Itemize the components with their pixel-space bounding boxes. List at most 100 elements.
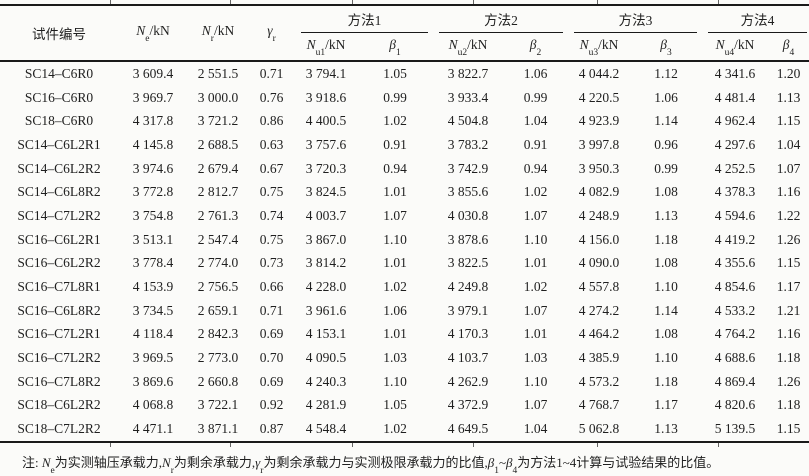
value-cell: 3 822.7 — [447, 65, 489, 81]
value-cell: 1.10 — [523, 231, 548, 247]
value-cell: 4 090.5 — [305, 350, 347, 366]
value-cell: 1.10 — [523, 373, 548, 389]
value-cell: 3 778.4 — [132, 255, 174, 271]
specimen-id: SC16–C7L2R1 — [17, 326, 101, 342]
value-cell: 4 090.0 — [578, 255, 620, 271]
value-cell: 1.10 — [383, 231, 407, 247]
table-row: SC16–C6L8R2 3 734.5 2 659.1 0.71 3 961.6 1.06… — [0, 299, 809, 323]
value-cell: 1.05 — [383, 397, 407, 413]
table-row: SC14–C6L8R2 3 772.8 2 812.7 0.75 3 824.5 1.01… — [0, 180, 809, 204]
value-cell: 1.13 — [776, 89, 801, 105]
value-cell: 1.15 — [776, 113, 801, 129]
value-cell: 2 842.3 — [197, 326, 239, 342]
value-cell: 3 961.6 — [305, 302, 347, 318]
scan-artifact-ticks-top — [0, 0, 809, 4]
value-cell: 2 773.0 — [197, 350, 239, 366]
value-cell: 1.04 — [523, 421, 548, 437]
value-cell: 1.13 — [654, 207, 678, 223]
table-row: SC18–C7L2R2 4 471.1 3 871.1 0.87 4 548.4 1.02… — [0, 417, 809, 441]
value-cell: 1.21 — [776, 302, 801, 318]
value-cell: 0.74 — [259, 207, 284, 223]
value-cell: 0.76 — [259, 89, 284, 105]
value-cell: 4 156.0 — [578, 231, 620, 247]
value-cell: 0.91 — [523, 136, 548, 152]
value-cell: 2 688.5 — [197, 136, 239, 152]
value-cell: 4 118.4 — [133, 326, 173, 342]
value-cell: 1.03 — [383, 350, 407, 366]
value-cell: 5 139.5 — [714, 421, 756, 437]
value-cell: 1.07 — [523, 207, 548, 223]
specimen-id: SC16–C7L8R1 — [17, 279, 101, 295]
value-cell: 1.08 — [654, 326, 678, 342]
value-cell: 3 722.1 — [197, 397, 239, 413]
value-cell: 3 855.6 — [447, 184, 489, 200]
specimen-id: SC16–C6L8R2 — [17, 302, 101, 318]
value-cell: 4 548.4 — [305, 421, 347, 437]
value-cell: 4 220.5 — [578, 89, 620, 105]
value-cell: 0.69 — [259, 326, 284, 342]
value-cell: 4 153.9 — [132, 279, 174, 295]
value-cell: 4 317.8 — [132, 113, 174, 129]
table-header: 试件编号 Ne/kN Nr/kN γr 方法1 方法2 方法3 方法4 — [0, 6, 809, 62]
value-cell: 3 878.6 — [447, 231, 489, 247]
value-cell: 3 969.5 — [132, 350, 174, 366]
value-cell: 4 248.9 — [578, 207, 620, 223]
table-row: SC16–C7L2R2 3 969.5 2 773.0 0.70 4 090.5 1.03… — [0, 346, 809, 370]
value-cell: 3 754.8 — [132, 207, 174, 223]
value-cell: 4 854.6 — [714, 279, 756, 295]
specimen-id: SC14–C6L2R2 — [17, 160, 101, 176]
value-cell: 4 068.8 — [132, 397, 174, 413]
value-cell: 2 761.3 — [197, 207, 239, 223]
specimen-id: SC14–C6L8R2 — [17, 184, 101, 200]
value-cell: 1.01 — [383, 326, 407, 342]
table-row: SC14–C6L2R1 4 145.8 2 688.5 0.63 3 757.6 0.91… — [0, 133, 809, 157]
value-cell: 4 003.7 — [305, 207, 347, 223]
value-cell: 0.67 — [259, 160, 284, 176]
value-cell: 1.10 — [654, 279, 678, 295]
value-cell: 1.15 — [776, 421, 801, 437]
group-header-method4: 方法4 — [708, 6, 807, 33]
table-footnote: 注: Ne为实测轴压承载力,Nr为剩余承载力,γr为剩余承载力与实测极限承载力的… — [22, 455, 720, 476]
value-cell: 1.17 — [654, 397, 678, 413]
value-cell: 3 950.3 — [578, 160, 620, 176]
value-cell: 4 262.9 — [447, 373, 489, 389]
table-row: SC18–C6R0 4 317.8 3 721.2 0.86 4 400.5 1.02 4 … — [0, 109, 809, 133]
col-header-ne: Ne/kN — [136, 23, 170, 45]
value-cell: 1.08 — [654, 184, 678, 200]
value-cell: 1.22 — [776, 207, 801, 223]
value-cell: 2 756.5 — [197, 279, 239, 295]
value-cell: 2 660.8 — [197, 373, 239, 389]
col-header-nu3: Nu3/kN — [579, 36, 619, 58]
value-cell: 4 030.8 — [447, 207, 489, 223]
value-cell: 0.75 — [259, 184, 284, 200]
value-cell: 0.69 — [259, 373, 284, 389]
value-cell: 3 869.6 — [132, 373, 174, 389]
col-header-beta4: β4 — [782, 36, 795, 58]
table-row: SC16–C7L8R2 3 869.6 2 660.8 0.69 4 240.3 1.10… — [0, 370, 809, 394]
value-cell: 0.91 — [383, 136, 407, 152]
value-cell: 0.94 — [383, 160, 407, 176]
col-header-nr: Nr/kN — [201, 23, 235, 45]
value-cell: 4 464.2 — [578, 326, 620, 342]
value-cell: 3 814.2 — [305, 255, 347, 271]
value-cell: 4 378.3 — [714, 184, 756, 200]
value-cell: 1.18 — [776, 397, 801, 413]
value-cell: 1.01 — [383, 255, 407, 271]
value-cell: 3 757.6 — [305, 136, 347, 152]
value-cell: 4 400.5 — [305, 113, 347, 129]
value-cell: 1.10 — [654, 350, 678, 366]
value-cell: 1.07 — [776, 160, 801, 176]
value-cell: 4 103.7 — [447, 350, 489, 366]
value-cell: 2 679.4 — [197, 160, 239, 176]
value-cell: 3 997.8 — [578, 136, 620, 152]
value-cell: 3 000.0 — [197, 89, 239, 105]
group-header-method3: 方法3 — [574, 6, 697, 33]
value-cell: 1.10 — [383, 373, 407, 389]
value-cell: 4 252.5 — [714, 160, 756, 176]
value-cell: 0.66 — [259, 279, 284, 295]
specimen-id: SC18–C6R0 — [24, 113, 94, 129]
value-cell: 3 871.1 — [197, 421, 239, 437]
value-cell: 4 274.2 — [578, 302, 620, 318]
value-cell: 3 933.4 — [447, 89, 489, 105]
col-header-gamma-r: γr — [267, 23, 276, 45]
